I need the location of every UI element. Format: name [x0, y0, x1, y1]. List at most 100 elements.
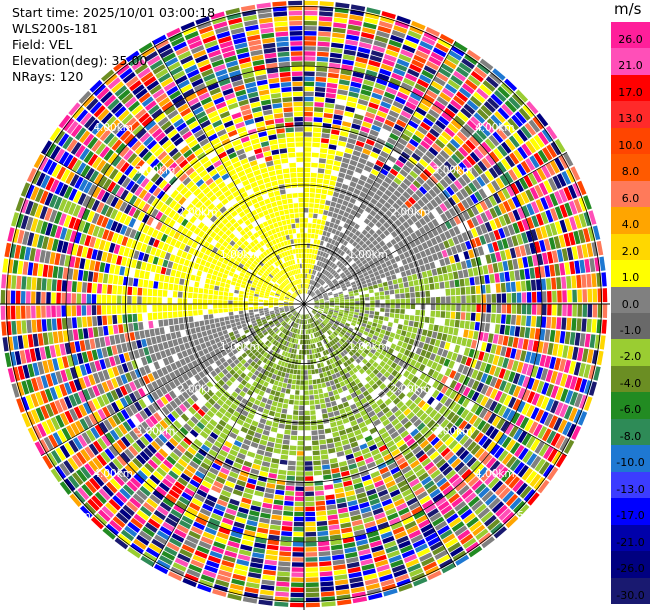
velocity-gate [276, 576, 290, 582]
velocity-gate [304, 289, 306, 294]
velocity-gate [233, 307, 238, 312]
velocity-gate [167, 297, 173, 304]
velocity-gate [419, 412, 428, 422]
velocity-gate [255, 485, 265, 492]
velocity-gate [329, 250, 334, 256]
velocity-gate [418, 519, 431, 529]
velocity-gate [301, 319, 303, 324]
velocity-gate [414, 543, 428, 553]
velocity-gate [444, 281, 450, 289]
velocity-gate [466, 119, 478, 131]
velocity-gate [484, 398, 494, 409]
velocity-gate [524, 268, 531, 280]
velocity-gate [500, 158, 511, 171]
velocity-gate [305, 577, 319, 582]
velocity-gate [305, 547, 317, 552]
velocity-gate [532, 116, 545, 130]
velocity-gate [320, 280, 325, 285]
velocity-gate [306, 243, 310, 248]
velocity-gate [354, 306, 360, 310]
velocity-gate [364, 297, 370, 301]
velocity-gate [313, 270, 317, 275]
velocity-gate [497, 356, 505, 367]
velocity-gate [223, 296, 228, 300]
velocity-gate [459, 278, 465, 287]
velocity-gate [330, 318, 336, 322]
velocity-gate [321, 601, 336, 607]
velocity-gate [458, 484, 470, 496]
velocity-gate [363, 316, 369, 321]
velocity-gate [372, 322, 378, 327]
velocity-gate [492, 164, 503, 176]
velocity-gate [245, 582, 260, 589]
velocity-gate [390, 230, 398, 238]
velocity-gate [305, 602, 320, 608]
velocity-gate [348, 369, 355, 376]
velocity-gate [365, 239, 372, 246]
velocity-gate [234, 314, 240, 319]
velocity-gate [345, 106, 356, 113]
velocity-gate [300, 385, 304, 390]
velocity-gate [557, 304, 562, 316]
velocity-gate [415, 309, 421, 316]
velocity-gate [398, 155, 408, 164]
velocity-gate [463, 329, 469, 338]
velocity-gate [520, 125, 532, 139]
velocity-gate [301, 350, 304, 355]
velocity-gate [379, 573, 393, 582]
velocity-gate [325, 287, 331, 291]
velocity-gate [265, 554, 278, 561]
velocity-gate [367, 530, 379, 538]
velocity-gate [106, 305, 112, 315]
velocity-gate [314, 300, 319, 303]
velocity-gate [352, 71, 364, 79]
velocity-gate [505, 439, 516, 452]
velocity-gate [508, 476, 521, 489]
velocity-gate [390, 304, 395, 309]
velocity-gate [357, 135, 367, 143]
velocity-gate [432, 516, 445, 527]
velocity-gate [470, 227, 479, 238]
velocity-gate [380, 251, 387, 258]
velocity-gate [484, 473, 496, 486]
velocity-gate [395, 159, 405, 168]
velocity-gate [274, 352, 279, 358]
velocity-gate [336, 451, 345, 457]
velocity-gate [37, 333, 44, 346]
velocity-gate [243, 438, 252, 446]
velocity-gate [324, 297, 329, 300]
velocity-gate [295, 354, 299, 360]
velocity-gate [334, 273, 340, 278]
velocity-gate [329, 300, 335, 303]
velocity-gate [321, 133, 330, 139]
velocity-gate [378, 247, 385, 254]
velocity-gate [308, 385, 313, 390]
velocity-gate [306, 273, 309, 279]
velocity-gate [383, 371, 391, 378]
velocity-gate [438, 135, 449, 145]
velocity-gate [304, 20, 317, 26]
velocity-gate [323, 225, 329, 232]
velocity-gate [385, 480, 396, 489]
velocity-gate [422, 154, 432, 164]
velocity-gate [301, 355, 304, 360]
velocity-gate [266, 366, 272, 372]
velocity-gate [324, 264, 329, 270]
velocity-gate [364, 143, 373, 151]
velocity-gate [537, 479, 550, 494]
velocity-gate [407, 373, 415, 381]
velocity-gate [429, 451, 440, 461]
velocity-gate [163, 282, 169, 290]
velocity-gate [157, 289, 163, 297]
velocity-gate [411, 384, 419, 393]
velocity-gate [557, 344, 564, 357]
velocity-gate [409, 240, 417, 248]
velocity-gate [204, 498, 216, 508]
velocity-gate [17, 335, 24, 350]
velocity-gate [325, 200, 331, 206]
velocity-gate [266, 544, 279, 551]
velocity-gate [390, 299, 395, 304]
velocity-gate [475, 285, 481, 294]
velocity-gate [46, 292, 51, 304]
velocity-gate [433, 76, 446, 87]
